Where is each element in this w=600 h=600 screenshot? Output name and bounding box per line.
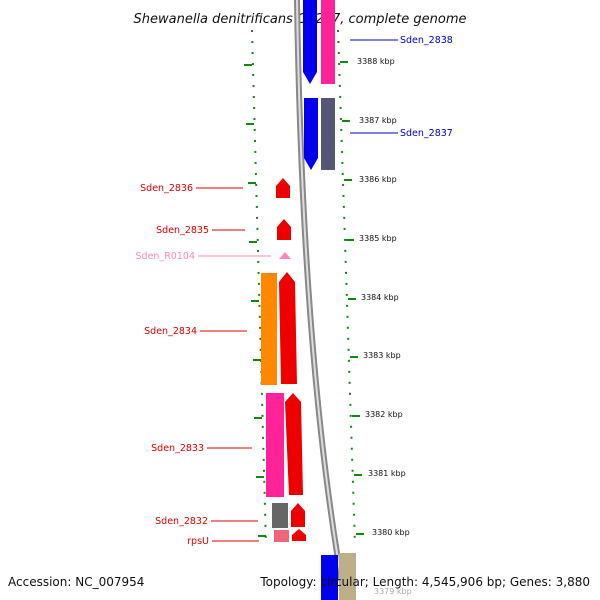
left-dotted-rule xyxy=(251,29,267,546)
gene-arrow-rpsu xyxy=(292,529,306,541)
gene-feature-magenta xyxy=(266,393,284,497)
genome-summary-text: Topology: circular; Length: 4,545,906 bp… xyxy=(259,575,590,589)
reverse-features xyxy=(261,178,306,542)
gene-arrow-sden-2838 xyxy=(303,0,317,84)
gene-arrow-sden-2832 xyxy=(291,503,305,527)
gene-feature-slate xyxy=(321,98,335,170)
right-tick-marks xyxy=(340,61,364,535)
forward-features-bottom xyxy=(321,553,356,600)
gene-feature-magenta xyxy=(321,0,335,84)
gene-arrow-sden-r0104 xyxy=(279,252,291,259)
left-tick-marks xyxy=(244,64,266,537)
label-leaders xyxy=(196,39,398,542)
genome-backbone xyxy=(294,0,348,600)
tick-label: 3383 kbp xyxy=(363,351,401,360)
gene-arrow-sden-2833 xyxy=(285,393,303,495)
tick-label: 3382 kbp xyxy=(365,410,403,419)
tick-label: 3384 kbp xyxy=(361,293,399,302)
gene-label-sden-2838[interactable]: Sden_2838 xyxy=(400,35,453,46)
tick-label: 3386 kbp xyxy=(359,175,397,184)
gene-label-sden-2833[interactable]: Sden_2833 xyxy=(151,443,204,454)
gene-feature-olive xyxy=(339,553,356,600)
gene-label-sden-2836[interactable]: Sden_2836 xyxy=(140,183,193,194)
forward-features-top xyxy=(303,0,335,170)
tick-label: 3380 kbp xyxy=(372,528,410,537)
gene-feature-salmon xyxy=(274,530,289,542)
gene-label-sden-2835[interactable]: Sden_2835 xyxy=(156,225,209,236)
gene-arrow-sden-2834 xyxy=(279,272,297,384)
right-dotted-rule xyxy=(337,29,356,546)
gene-feature-orange xyxy=(261,273,277,385)
accession-text: Accession: NC_007954 xyxy=(8,575,144,589)
gene-arrow-sden-2835 xyxy=(277,219,291,240)
tick-label: 3385 kbp xyxy=(359,234,397,243)
gene-label-sden-2834[interactable]: Sden_2834 xyxy=(144,326,197,337)
gene-feature-blue xyxy=(321,555,338,600)
gene-arrow-sden-2837 xyxy=(304,98,318,170)
tick-label: 3381 kbp xyxy=(368,469,406,478)
gene-label-sden-2837[interactable]: Sden_2837 xyxy=(400,128,453,139)
gene-label-sden-2832[interactable]: Sden_2832 xyxy=(155,516,208,527)
tick-label: 3387 kbp xyxy=(359,116,397,125)
gene-feature-grey xyxy=(272,503,288,528)
gene-arrow-sden-2836 xyxy=(276,178,290,198)
tick-label: 3379 kbp xyxy=(374,587,412,596)
gene-label-sden-r0104[interactable]: Sden_R0104 xyxy=(136,251,195,262)
tick-label: 3388 kbp xyxy=(357,57,395,66)
gene-label-rpsu[interactable]: rpsU xyxy=(187,536,209,547)
